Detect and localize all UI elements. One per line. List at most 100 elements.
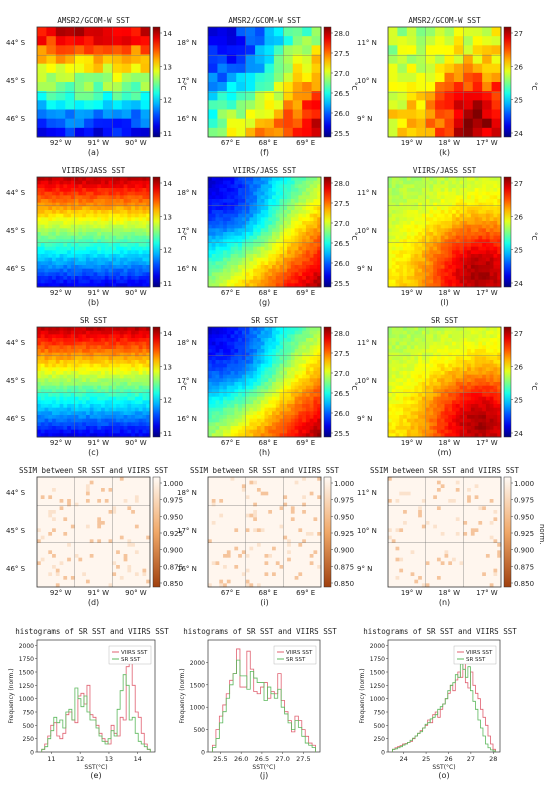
field-cell: [74, 385, 79, 390]
field-cell: [59, 389, 64, 394]
field-cell: [146, 418, 151, 423]
field-cell: [260, 195, 265, 200]
field-cell: [309, 235, 314, 240]
field-cell: [74, 382, 79, 387]
field-cell: [238, 400, 243, 405]
field-cell: [78, 389, 83, 394]
field-cell: [272, 250, 277, 255]
field-cell: [85, 528, 91, 533]
field-cell: [37, 367, 42, 372]
field-cell: [146, 283, 151, 288]
field-cell: [46, 82, 57, 92]
field-cell: [59, 232, 64, 237]
field-cell: [234, 371, 239, 376]
field-cell: [89, 334, 94, 339]
field-cell: [238, 276, 243, 281]
field-cell: [260, 239, 265, 244]
field-cell: [112, 524, 117, 529]
field-cell: [85, 180, 91, 185]
field-cell: [89, 206, 94, 211]
field-cell: [238, 206, 243, 211]
field-cell: [219, 239, 224, 244]
field-cell: [112, 180, 117, 185]
field-cell: [294, 191, 299, 196]
field-cell: [208, 367, 213, 372]
field-cell: [142, 283, 147, 288]
field-cell: [217, 109, 228, 120]
field-cell: [146, 371, 151, 376]
field-cell: [134, 499, 140, 504]
field-cell: [74, 279, 79, 284]
field-cell: [256, 400, 262, 405]
field-cell: [238, 418, 243, 423]
field-cell: [93, 477, 98, 482]
field-cell: [283, 363, 288, 368]
field-cell: [123, 213, 128, 218]
field-cell: [48, 528, 53, 533]
field-cell: [273, 27, 284, 37]
field-cell: [253, 235, 258, 240]
field-cell: [215, 191, 220, 196]
field-cell: [85, 250, 91, 255]
field-cell: [44, 235, 49, 240]
field-cell: [116, 550, 121, 555]
field-cell: [52, 360, 57, 365]
field-cell: [294, 177, 299, 182]
field-cell: [298, 239, 303, 244]
field-cell: [78, 583, 83, 588]
field-cell: [67, 246, 72, 251]
field-cell: [55, 54, 66, 65]
field-cell: [302, 345, 307, 350]
field-cell: [44, 480, 49, 485]
field-cell: [101, 404, 106, 409]
lon-tick-label: 92° W: [50, 589, 72, 597]
field-cell: [134, 429, 140, 434]
field-cell: [241, 235, 247, 240]
field-cell: [123, 546, 128, 551]
field-cell: [121, 63, 132, 74]
field-cell: [55, 477, 60, 482]
field-cell: [104, 188, 109, 193]
field-cell: [97, 345, 102, 350]
field-cell: [78, 276, 83, 281]
field-cell: [63, 491, 68, 496]
field-cell: [142, 385, 147, 390]
field-cell: [142, 195, 147, 200]
field-cell: [219, 213, 224, 218]
field-cell: [253, 385, 258, 390]
field-cell: [256, 250, 262, 255]
field-cell: [238, 404, 243, 409]
field-cell: [313, 221, 318, 226]
field-cell: [290, 217, 296, 222]
field-cell: [223, 206, 228, 211]
field-cell: [253, 199, 258, 204]
field-cell: [74, 484, 79, 489]
field-cell: [234, 433, 239, 438]
field-cell: [138, 565, 143, 570]
field-cell: [311, 109, 322, 120]
field-cell: [82, 356, 87, 361]
field-cell: [101, 484, 106, 489]
field-cell: [93, 184, 98, 189]
field-cell: [272, 338, 277, 343]
field-cell: [249, 418, 254, 423]
field-cell: [223, 382, 228, 387]
field-cell: [256, 385, 262, 390]
field-cell: [219, 188, 224, 193]
field-cell: [238, 396, 243, 401]
field-cell: [309, 389, 314, 394]
field-cell: [119, 411, 125, 416]
field-cell: [264, 202, 269, 207]
field-cell: [305, 396, 311, 401]
field-cell: [208, 180, 213, 185]
field-cell: [89, 546, 94, 551]
field-cell: [112, 243, 117, 248]
field-cell: [127, 396, 132, 401]
field-cell: [309, 217, 314, 222]
field-cell: [211, 367, 216, 372]
field-cell: [97, 334, 102, 339]
field-cell: [63, 371, 68, 376]
field-cell: [309, 213, 314, 218]
field-cell: [44, 360, 49, 365]
